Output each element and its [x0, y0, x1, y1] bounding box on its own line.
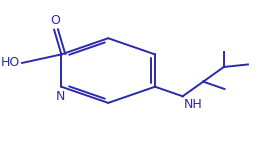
Text: NH: NH [184, 98, 203, 111]
Text: HO: HO [1, 56, 20, 69]
Text: N: N [55, 90, 65, 103]
Text: O: O [50, 14, 60, 27]
